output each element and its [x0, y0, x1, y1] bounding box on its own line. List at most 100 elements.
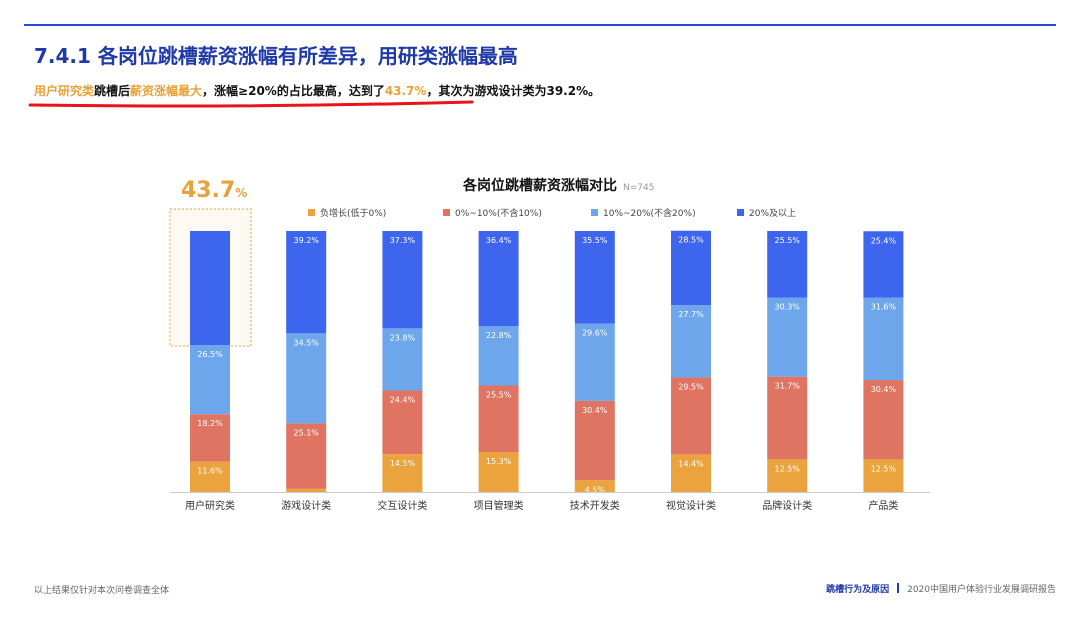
- category-label: 产品类: [868, 499, 898, 512]
- data-label: 30.3%: [774, 303, 800, 312]
- footnote: 以上结果仅针对本次问卷调查全体: [34, 586, 170, 596]
- bar-segment: [767, 376, 808, 460]
- data-label: 35.5%: [582, 236, 608, 245]
- data-label: 36.4%: [486, 236, 512, 245]
- page-subtitle: 用户研究类跳槽后薪资涨幅最大，涨幅≥20%的占比最高，达到了43.7%，其次为游…: [34, 82, 600, 99]
- subtitle-text-2: ，涨幅≥20%的占比最高，达到了: [202, 84, 385, 98]
- legend-label: 0%~10%(不含10%): [455, 209, 542, 219]
- bar-segment: [382, 454, 423, 492]
- legend-swatch: [591, 209, 598, 216]
- data-label: 39.2%: [293, 236, 319, 245]
- category-label: 技术开发类: [570, 499, 620, 512]
- bar-segment: [286, 231, 327, 334]
- bar-segment: [863, 297, 904, 381]
- bar-segment: [863, 380, 904, 460]
- footer-report: 2020中国用户体验行业发展调研报告: [907, 585, 1056, 595]
- data-label: 29.5%: [678, 382, 704, 391]
- bar-segment: [574, 400, 615, 481]
- data-label: 11.6%: [197, 467, 223, 476]
- category-label: 用户研究类: [185, 499, 235, 512]
- data-label: 30.4%: [582, 406, 608, 415]
- highlight-number: 43.7: [181, 178, 236, 203]
- subtitle-text-3: ，其次为游戏设计类为39.2%。: [426, 84, 601, 98]
- bar-segment: [190, 414, 230, 462]
- data-label: 28.5%: [678, 236, 704, 245]
- legend-swatch: [737, 209, 744, 216]
- highlight-unit: %: [235, 186, 248, 200]
- legend-label: 10%~20%(不含20%): [603, 209, 696, 219]
- data-label: 23.8%: [390, 333, 416, 342]
- bar-segment: [382, 328, 423, 391]
- chart-title-text: 各岗位跳槽薪资涨幅对比: [463, 178, 617, 194]
- legend-label: 20%及以上: [749, 209, 797, 219]
- bar-segment: [767, 297, 808, 377]
- subtitle-highlight-role: 用户研究类: [34, 84, 95, 98]
- data-label: 4.5%: [585, 485, 606, 494]
- bar-segment: [478, 452, 519, 492]
- bar-segment: [382, 231, 423, 329]
- data-label: 25.5%: [486, 391, 512, 400]
- data-label: 34.5%: [293, 338, 319, 347]
- bar-segment: [671, 305, 711, 378]
- bar-segment: [671, 454, 711, 492]
- subtitle-text-1: 跳槽后: [94, 84, 131, 98]
- subtitle-highlight-value: 43.7%: [384, 84, 427, 98]
- data-label: 25.1%: [293, 428, 319, 437]
- legend-item-20-plus: 20%及以上: [737, 206, 796, 219]
- category-label: 视觉设计类: [666, 499, 716, 512]
- bar-segment: [863, 459, 904, 492]
- footer-divider: [897, 583, 900, 593]
- footer-section: 跳槽行为及原因: [826, 585, 890, 595]
- bar-segment: [190, 231, 230, 346]
- data-label: 27.7%: [678, 310, 704, 319]
- data-label: 15.3%: [486, 457, 512, 466]
- bar-segment: [286, 333, 327, 424]
- bar-segment: [574, 480, 615, 492]
- legend-item-0-10: 0%~10%(不含10%): [443, 206, 542, 219]
- legend-item-10-20: 10%~20%(不含20%): [591, 206, 696, 219]
- chart-title: 各岗位跳槽薪资涨幅对比 N=745: [463, 175, 654, 195]
- bar-segment: [671, 377, 711, 455]
- legend-swatch: [308, 209, 315, 216]
- data-label: 14.5%: [390, 459, 416, 468]
- category-label: 交互设计类: [377, 499, 427, 512]
- footer-source: 跳槽行为及原因 2020中国用户体验行业发展调研报告: [826, 582, 1056, 595]
- category-label: 项目管理类: [474, 499, 524, 512]
- legend-swatch: [443, 209, 450, 216]
- bar-segment: [382, 390, 423, 455]
- data-label: 14.4%: [678, 459, 704, 468]
- category-label: 游戏设计类: [281, 499, 331, 512]
- data-label: 18.2%: [197, 419, 223, 428]
- subtitle-highlight-raise: 薪资涨幅最大: [130, 84, 203, 98]
- data-label: 30.4%: [871, 385, 897, 394]
- data-label: 37.3%: [390, 236, 416, 245]
- data-label: 12.5%: [871, 464, 897, 473]
- bar-segment: [478, 326, 519, 386]
- highlight-value: 43.7%: [181, 178, 247, 203]
- sample-size: N=745: [623, 183, 655, 193]
- bar-segment: [767, 231, 808, 298]
- page-title: 7.4.1 各岗位跳槽薪资涨幅有所差异，用研类涨幅最高: [34, 44, 518, 68]
- header-rule: [24, 24, 1056, 26]
- data-label: 26.5%: [197, 350, 223, 359]
- data-label: 29.6%: [582, 329, 608, 338]
- bar-segment: [671, 230, 711, 306]
- bar-segment: [478, 385, 519, 453]
- data-label: 31.7%: [774, 382, 800, 391]
- bar-segment: [574, 231, 615, 324]
- bar-segment: [286, 423, 327, 489]
- bar-segment: [190, 345, 230, 415]
- bar-segment: [478, 231, 519, 327]
- bar-segment: [574, 323, 615, 401]
- legend-label: 负增长(低于0%): [320, 209, 387, 219]
- data-label: 24.4%: [390, 395, 416, 404]
- data-label: 31.6%: [871, 303, 897, 312]
- bar-segment: [190, 461, 230, 492]
- data-label: 25.4%: [871, 236, 897, 245]
- data-label: 22.8%: [486, 331, 512, 340]
- data-label: 1.2%: [296, 494, 317, 503]
- bar-segment: [286, 488, 327, 492]
- data-label: 12.5%: [774, 464, 800, 473]
- legend-item-negative: 负增长(低于0%): [308, 206, 386, 219]
